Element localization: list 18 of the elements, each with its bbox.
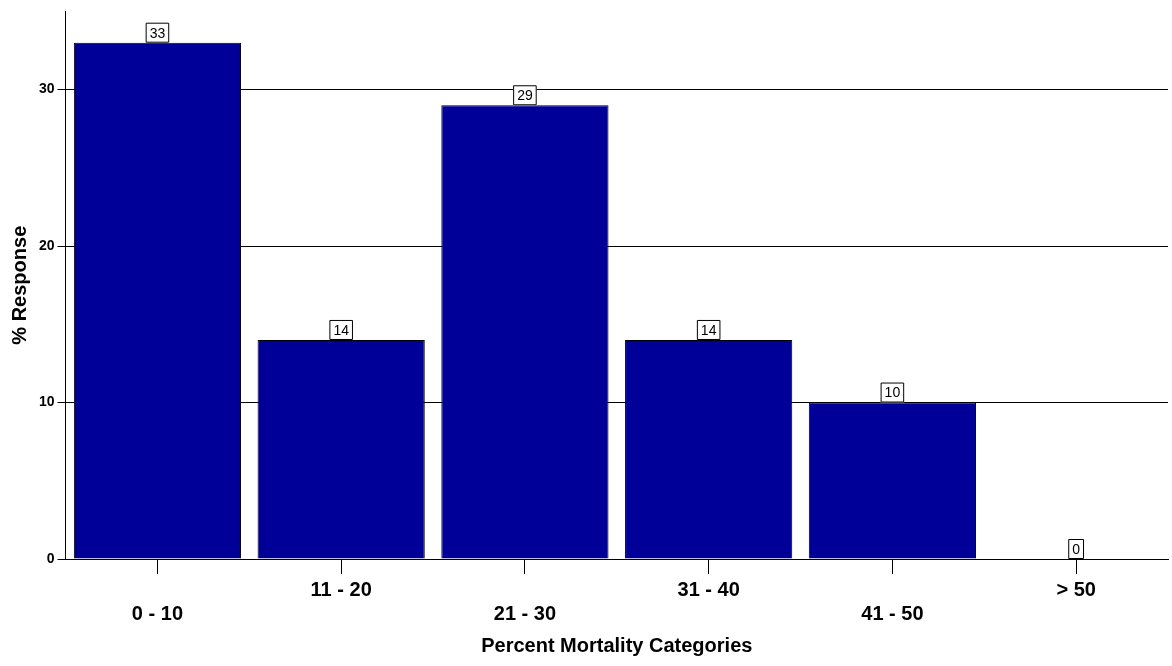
data-label: 33 bbox=[149, 24, 166, 41]
data-label: 29 bbox=[517, 87, 533, 104]
x-tick-label: 31 - 40 bbox=[677, 577, 740, 600]
y-tick-label: 0 bbox=[46, 549, 55, 566]
x-tick-label: 0 - 10 bbox=[131, 601, 184, 624]
data-label: 0 bbox=[1072, 540, 1081, 557]
data-label: 10 bbox=[884, 384, 901, 401]
y-tick-label: 20 bbox=[38, 236, 55, 253]
x-tick-label: > 50 bbox=[1056, 577, 1096, 600]
x-axis-title: Percent Mortality Categories bbox=[481, 633, 753, 656]
x-tick-label: 21 - 30 bbox=[493, 601, 557, 624]
y-axis-title: % Response bbox=[7, 225, 30, 345]
data-label: 14 bbox=[333, 321, 350, 338]
y-tick-label: 10 bbox=[38, 393, 55, 410]
x-tick-label: 11 - 20 bbox=[310, 577, 372, 600]
y-tick-label: 30 bbox=[38, 80, 55, 97]
data-label: 14 bbox=[700, 321, 717, 338]
x-tick-label: 41 - 50 bbox=[861, 601, 924, 624]
